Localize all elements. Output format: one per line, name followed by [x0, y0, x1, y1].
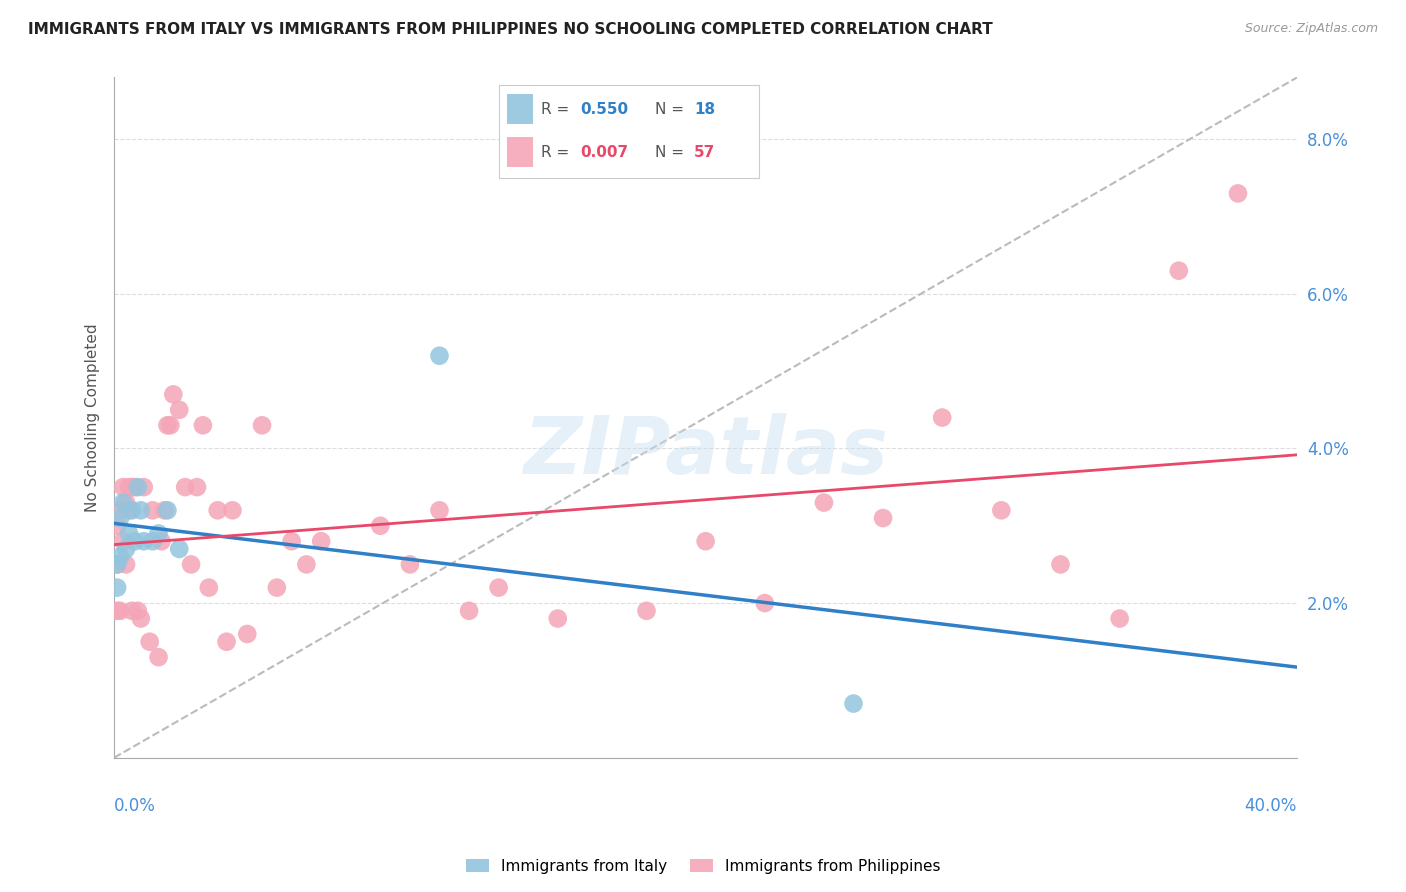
Point — [167, 541, 190, 556]
Point — [1226, 186, 1249, 201]
Text: N =: N = — [655, 145, 689, 160]
Point — [121, 604, 143, 618]
Point — [990, 503, 1012, 517]
Point — [1049, 558, 1071, 572]
Text: 0.550: 0.550 — [579, 102, 628, 117]
Point — [121, 480, 143, 494]
Point — [108, 503, 131, 517]
Point — [250, 418, 273, 433]
Point — [108, 604, 131, 618]
Point — [266, 581, 288, 595]
Point — [142, 503, 165, 517]
Point — [695, 534, 717, 549]
Text: 18: 18 — [695, 102, 716, 117]
Point — [488, 581, 510, 595]
Point — [124, 480, 146, 494]
Text: 40.0%: 40.0% — [1244, 797, 1298, 814]
Point — [180, 558, 202, 572]
Point — [129, 611, 152, 625]
Point — [118, 526, 141, 541]
Point — [153, 503, 176, 517]
Point — [148, 526, 170, 541]
Point — [124, 534, 146, 549]
Point — [118, 503, 141, 517]
Point — [129, 503, 152, 517]
Point — [105, 558, 128, 572]
Point — [221, 503, 243, 517]
Point — [112, 534, 135, 549]
Point — [207, 503, 229, 517]
Text: Source: ZipAtlas.com: Source: ZipAtlas.com — [1244, 22, 1378, 36]
Point — [132, 534, 155, 549]
Point — [115, 495, 138, 509]
Text: R =: R = — [541, 102, 574, 117]
Point — [236, 627, 259, 641]
Point — [121, 503, 143, 517]
Point — [370, 518, 392, 533]
Point — [127, 480, 149, 494]
Text: R =: R = — [541, 145, 574, 160]
Point — [162, 387, 184, 401]
Point — [118, 480, 141, 494]
Point — [156, 418, 179, 433]
Text: 0.0%: 0.0% — [114, 797, 156, 814]
Point — [872, 511, 894, 525]
Legend: Immigrants from Italy, Immigrants from Philippines: Immigrants from Italy, Immigrants from P… — [460, 853, 946, 880]
Point — [167, 402, 190, 417]
Point — [108, 511, 131, 525]
Point — [105, 558, 128, 572]
Point — [813, 495, 835, 509]
Y-axis label: No Schooling Completed: No Schooling Completed — [86, 323, 100, 512]
Point — [842, 697, 865, 711]
Point — [309, 534, 332, 549]
Bar — [508, 95, 533, 124]
Point — [215, 634, 238, 648]
Point — [1108, 611, 1130, 625]
Point — [127, 604, 149, 618]
Text: N =: N = — [655, 102, 689, 117]
Point — [931, 410, 953, 425]
Point — [1167, 263, 1189, 277]
Bar — [508, 137, 533, 167]
Point — [547, 611, 569, 625]
Point — [156, 503, 179, 517]
Point — [105, 518, 128, 533]
Point — [138, 634, 160, 648]
Text: IMMIGRANTS FROM ITALY VS IMMIGRANTS FROM PHILIPPINES NO SCHOOLING COMPLETED CORR: IMMIGRANTS FROM ITALY VS IMMIGRANTS FROM… — [28, 22, 993, 37]
Point — [105, 581, 128, 595]
Text: 0.007: 0.007 — [579, 145, 628, 160]
Point — [150, 534, 173, 549]
Point — [198, 581, 221, 595]
Point — [458, 604, 481, 618]
Point — [108, 549, 131, 564]
Point — [132, 480, 155, 494]
Point — [295, 558, 318, 572]
Point — [105, 604, 128, 618]
Point — [159, 418, 181, 433]
Point — [112, 480, 135, 494]
Point — [429, 503, 451, 517]
Point — [754, 596, 776, 610]
Point — [112, 495, 135, 509]
Point — [399, 558, 422, 572]
Point — [174, 480, 197, 494]
Point — [142, 534, 165, 549]
Point — [191, 418, 214, 433]
Point — [148, 650, 170, 665]
Point — [115, 541, 138, 556]
Text: 57: 57 — [695, 145, 716, 160]
Point — [186, 480, 208, 494]
Text: ZIPatlas: ZIPatlas — [523, 413, 889, 491]
Point — [115, 558, 138, 572]
Point — [280, 534, 302, 549]
Point — [429, 349, 451, 363]
Point — [636, 604, 658, 618]
